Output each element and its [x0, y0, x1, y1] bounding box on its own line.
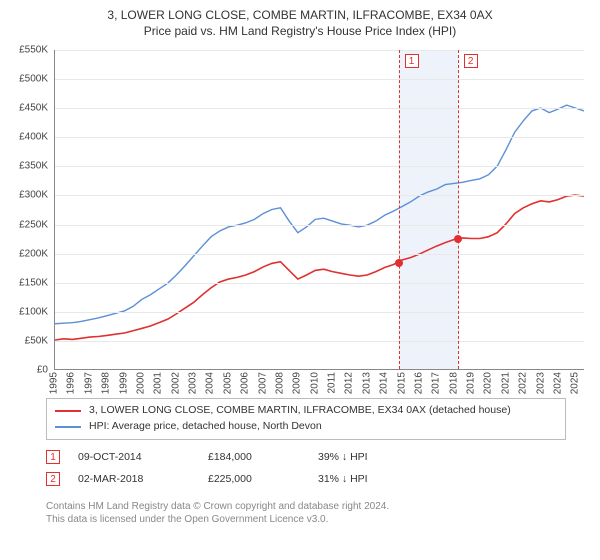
chart-title-1: 3, LOWER LONG CLOSE, COMBE MARTIN, ILFRA… — [0, 8, 600, 22]
legend-label: HPI: Average price, detached house, Nort… — [89, 419, 322, 435]
x-tick-label: 2008 — [274, 372, 285, 394]
x-tick-label: 1995 — [49, 372, 60, 394]
y-tick-label: £550K — [8, 45, 48, 56]
y-tick-label: £500K — [8, 74, 48, 85]
legend-item: HPI: Average price, detached house, Nort… — [55, 419, 557, 435]
y-tick-label: £350K — [8, 161, 48, 172]
sale-event-badge: 1 — [405, 54, 419, 68]
sale-marker — [395, 259, 403, 267]
gridline — [55, 283, 584, 284]
x-tick-label: 2007 — [257, 372, 268, 394]
x-tick-label: 1999 — [118, 372, 129, 394]
sale-date: 09-OCT-2014 — [78, 451, 208, 463]
y-tick-label: £250K — [8, 219, 48, 230]
gridline — [55, 195, 584, 196]
legend-item: 3, LOWER LONG CLOSE, COMBE MARTIN, ILFRA… — [55, 403, 557, 419]
x-tick-label: 2023 — [535, 372, 546, 394]
x-tick-label: 2011 — [327, 372, 338, 394]
x-tick-label: 2009 — [292, 372, 303, 394]
x-tick-label: 2001 — [153, 372, 164, 394]
x-tick-label: 2015 — [396, 372, 407, 394]
x-tick-label: 1996 — [66, 372, 77, 394]
sale-date: 02-MAR-2018 — [78, 473, 208, 485]
x-tick-label: 2006 — [240, 372, 251, 394]
x-tick-label: 2025 — [570, 372, 581, 394]
legend-swatch — [55, 410, 81, 412]
footer-line-1: Contains HM Land Registry data © Crown c… — [46, 500, 566, 513]
chart-title-2: Price paid vs. HM Land Registry's House … — [0, 24, 600, 38]
x-tick-label: 2004 — [205, 372, 216, 394]
sale-index-badge: 1 — [46, 450, 60, 464]
legend-swatch — [55, 426, 81, 428]
title-block: 3, LOWER LONG CLOSE, COMBE MARTIN, ILFRA… — [0, 0, 600, 38]
gridline — [55, 341, 584, 342]
gridline — [55, 137, 584, 138]
sale-event-line — [399, 50, 400, 369]
plot-svg — [55, 50, 584, 369]
x-tick-label: 2003 — [188, 372, 199, 394]
sale-diff: 39% ↓ HPI — [318, 451, 418, 463]
x-tick-label: 2024 — [552, 372, 563, 394]
plot-area: 12 — [54, 50, 584, 370]
footer-attribution: Contains HM Land Registry data © Crown c… — [46, 500, 566, 526]
x-tick-label: 1997 — [83, 372, 94, 394]
x-tick-label: 2018 — [448, 372, 459, 394]
x-tick-label: 2019 — [466, 372, 477, 394]
y-axis: £0£50K£100K£150K£200K£250K£300K£350K£400… — [8, 50, 52, 370]
y-tick-label: £50K — [8, 335, 48, 346]
y-tick-label: £200K — [8, 248, 48, 259]
sale-row: 1 09-OCT-2014£184,00039% ↓ HPI — [46, 446, 566, 468]
y-tick-label: £450K — [8, 103, 48, 114]
gridline — [55, 166, 584, 167]
x-tick-label: 2010 — [309, 372, 320, 394]
sale-index-badge: 2 — [46, 472, 60, 486]
y-tick-label: £400K — [8, 132, 48, 143]
series-line-property — [55, 195, 584, 340]
sale-event-line — [458, 50, 459, 369]
x-tick-label: 2005 — [222, 372, 233, 394]
sale-diff: 31% ↓ HPI — [318, 473, 418, 485]
x-tick-label: 2021 — [500, 372, 511, 394]
gridline — [55, 312, 584, 313]
x-tick-label: 2002 — [170, 372, 181, 394]
y-tick-label: £100K — [8, 306, 48, 317]
sale-row: 2 02-MAR-2018£225,00031% ↓ HPI — [46, 468, 566, 490]
sale-event-badge: 2 — [464, 54, 478, 68]
x-tick-label: 1998 — [101, 372, 112, 394]
gridline — [55, 254, 584, 255]
chart-container: 3, LOWER LONG CLOSE, COMBE MARTIN, ILFRA… — [0, 0, 600, 560]
x-tick-label: 2022 — [518, 372, 529, 394]
footer-line-2: This data is licensed under the Open Gov… — [46, 513, 566, 526]
x-tick-label: 2014 — [379, 372, 390, 394]
x-tick-label: 2012 — [344, 372, 355, 394]
x-tick-label: 2017 — [431, 372, 442, 394]
gridline — [55, 108, 584, 109]
sales-table: 1 09-OCT-2014£184,00039% ↓ HPI 2 02-MAR-201… — [46, 446, 566, 490]
sale-price: £225,000 — [208, 473, 318, 485]
x-axis: 1995199619971998199920002001200220032004… — [54, 370, 584, 390]
gridline — [55, 50, 584, 51]
sale-marker — [454, 235, 462, 243]
x-tick-label: 2000 — [135, 372, 146, 394]
legend-box: 3, LOWER LONG CLOSE, COMBE MARTIN, ILFRA… — [46, 398, 566, 440]
y-tick-label: £300K — [8, 190, 48, 201]
gridline — [55, 225, 584, 226]
chart-area: £0 £50K £100K £150K £200K £250K £300K £350K £400… — [8, 50, 592, 390]
x-tick-label: 2016 — [413, 372, 424, 394]
sale-price: £184,000 — [208, 451, 318, 463]
x-tick-label: 2013 — [361, 372, 372, 394]
y-tick-label: £0 — [8, 365, 48, 376]
legend-label: 3, LOWER LONG CLOSE, COMBE MARTIN, ILFRA… — [89, 403, 511, 419]
x-tick-label: 2020 — [483, 372, 494, 394]
gridline — [55, 79, 584, 80]
y-tick-label: £150K — [8, 277, 48, 288]
